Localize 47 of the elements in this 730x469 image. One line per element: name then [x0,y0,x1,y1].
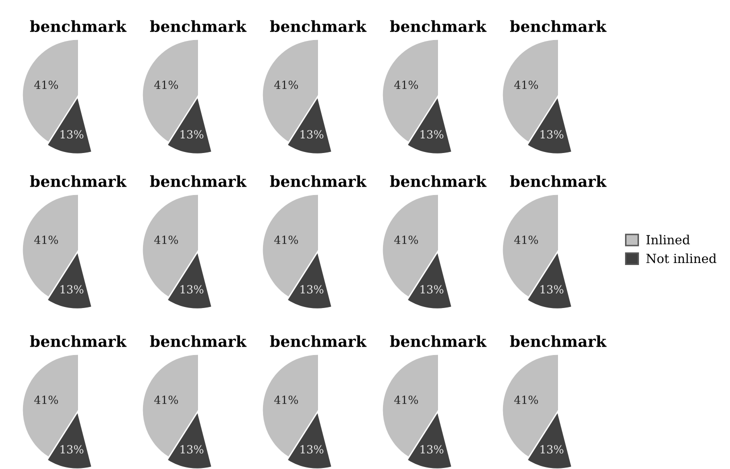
data-label: 13% [180,445,204,454]
legend-label: Inlined [646,234,690,244]
data-label: 13% [420,285,444,294]
data-label: 13% [180,285,204,294]
chart-title: benchmark [150,20,247,32]
data-label: 41% [274,236,298,244]
data-label: 13% [540,445,564,454]
data-label: 41% [394,80,418,89]
chart-title: benchmark [150,175,247,188]
chart-title: benchmark [150,335,247,348]
data-label: 41% [514,80,538,89]
data-label: 41% [394,236,418,244]
data-label: 13% [60,445,84,454]
data-label: 41% [154,236,178,244]
data-label: 41% [514,396,538,404]
chart-title: benchmark [270,335,367,348]
chart-title: benchmark [30,335,127,348]
legend-label: Not inlined [646,254,716,264]
chart-title: benchmark [30,175,127,188]
chart-title: benchmark [270,20,367,32]
data-label: 13% [540,130,564,139]
data-label: 13% [420,445,444,454]
data-label: 13% [180,130,204,139]
data-label: 41% [34,236,58,244]
data-label: 41% [514,236,538,244]
data-label: 13% [540,285,564,294]
data-label: 41% [34,80,58,89]
data-label: 41% [274,80,298,89]
chart-title: benchmark [30,20,127,32]
data-label: 13% [60,130,84,139]
chart-title: benchmark [390,335,487,348]
data-label: 41% [154,80,178,89]
data-label: 13% [300,285,324,294]
chart-title: benchmark [270,175,367,188]
data-label: 41% [34,396,58,404]
data-label: 13% [60,285,84,294]
chart-title: benchmark [510,335,607,348]
chart-title: benchmark [510,20,607,32]
chart-title: benchmark [390,175,487,188]
data-label: 41% [394,396,418,404]
data-label: 41% [274,396,298,404]
data-label: 41% [154,396,178,404]
chart-title: benchmark [510,175,607,188]
data-label: 13% [420,130,444,139]
data-label: 13% [300,130,324,139]
data-label: 13% [300,445,324,454]
chart-title: benchmark [390,20,487,32]
